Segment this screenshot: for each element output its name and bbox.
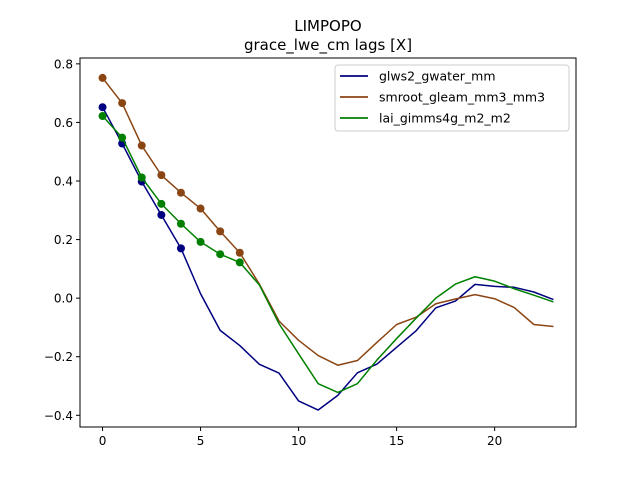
x-tick-label: 15: [389, 434, 404, 448]
legend-box: [334, 64, 570, 132]
legend: glws2_gwater_mm smroot_gleam_mm3_mm3 lai_g…: [334, 64, 570, 132]
y-tick-label: 0.6: [54, 116, 73, 130]
y-tick-label: −0.2: [44, 350, 73, 364]
x-tick-label: 20: [487, 434, 502, 448]
series-layer: [98, 73, 554, 411]
data-point-0-3: [157, 210, 166, 219]
data-point-1-7: [235, 248, 244, 257]
data-point-2-6: [216, 250, 225, 259]
x-tick-label: 10: [291, 434, 306, 448]
data-point-2-5: [196, 237, 205, 246]
chart-subtitle: grace_lwe_cm lags [X]: [244, 36, 412, 55]
data-point-2-2: [137, 173, 146, 182]
plot-frame: [79, 57, 577, 428]
data-point-1-2: [137, 141, 146, 150]
data-point-1-3: [157, 171, 166, 180]
y-tick-label: 0.8: [54, 57, 73, 71]
legend-label-2: lai_gimms4g_m2_m2: [379, 111, 511, 126]
data-point-0-0: [98, 103, 107, 112]
data-point-2-4: [176, 219, 185, 228]
data-point-1-1: [118, 99, 127, 108]
legend-label-1: smroot_gleam_mm3_mm3: [379, 90, 545, 105]
data-point-1-0: [98, 73, 107, 82]
series-line-1: [101, 77, 554, 366]
y-tick-label: 0.2: [54, 233, 73, 247]
axes-layer: 0 5 10 15 20 −0.4 −0.2 0.0 0.2 0.4 0.6 0.8: [44, 57, 577, 448]
y-tick-label: 0.0: [54, 292, 73, 306]
x-tick-label: 0: [99, 434, 107, 448]
data-point-2-1: [118, 133, 127, 142]
data-point-1-4: [176, 188, 185, 197]
y-tick-label: 0.4: [54, 175, 73, 189]
data-point-2-7: [235, 258, 244, 267]
chart-title: LIMPOPO: [294, 17, 361, 35]
series-line-2: [101, 115, 554, 394]
data-point-1-5: [196, 204, 205, 213]
legend-label-0: glws2_gwater_mm: [379, 69, 496, 84]
data-point-2-0: [98, 111, 107, 120]
x-tick-label: 5: [197, 434, 205, 448]
data-point-0-4: [176, 244, 185, 253]
series-line-0: [101, 106, 554, 411]
legend-items: glws2_gwater_mm smroot_gleam_mm3_mm3 lai_g…: [340, 69, 545, 126]
data-point-1-6: [216, 227, 225, 236]
data-point-2-3: [157, 199, 166, 208]
y-tick-label: −0.4: [44, 409, 73, 423]
